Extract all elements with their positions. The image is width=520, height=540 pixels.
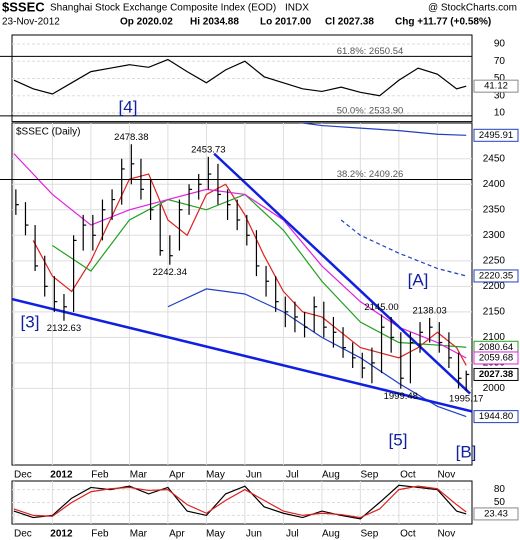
- wave-label: [B]: [456, 442, 477, 461]
- index-name: Shanghai Stock Exchange Composite Index …: [50, 3, 276, 14]
- value-label-box: [473, 507, 519, 521]
- x-tick-label: Oct: [400, 470, 416, 481]
- y-tick-label: 70: [494, 56, 506, 67]
- y-tick-label: 2100: [483, 332, 506, 343]
- y-tick-label: 2200: [483, 281, 506, 292]
- y-tick-label: 50: [494, 497, 506, 508]
- value-label-box: [473, 269, 519, 283]
- low-label: 2132.63: [47, 323, 81, 334]
- level-label: 50.0%: 2533.90: [337, 105, 404, 116]
- exchange: INDX: [285, 3, 309, 14]
- low-label: 2242.34: [153, 267, 187, 278]
- x-tick-label: 2012: [50, 470, 73, 481]
- series-line: [32, 173, 467, 366]
- series-line: [52, 193, 467, 348]
- low-label: 1999.48: [384, 391, 418, 402]
- value-label: 23.43: [484, 508, 508, 519]
- panel-title: $SSEC (Daily): [16, 127, 80, 138]
- series-line: [13, 485, 467, 519]
- y-tick-label: 80: [494, 484, 506, 495]
- y-tick-label: 90: [494, 39, 506, 50]
- value-label-box: [473, 128, 519, 142]
- source: @ StockCharts.com: [428, 3, 517, 14]
- high: Hi 2034.88: [190, 17, 239, 28]
- value-label-box: [473, 410, 519, 424]
- x-tick-label: Jun: [246, 470, 262, 481]
- x-tick-label: May: [206, 470, 225, 481]
- value-label-box: [473, 351, 519, 365]
- x-tick-label: Aug: [322, 529, 340, 540]
- value-label: 2495.91: [479, 130, 513, 141]
- low: Lo 2017.00: [260, 17, 312, 28]
- y-tick-label: 2450: [483, 153, 506, 164]
- x-tick-label: Nov: [437, 470, 455, 481]
- value-label: 2080.64: [479, 342, 513, 353]
- value-label: 2059.68: [479, 352, 513, 363]
- series-line: [13, 484, 467, 520]
- series-line: [298, 123, 467, 136]
- series-line: [13, 58, 467, 97]
- close-label-box: [473, 367, 519, 381]
- y-tick-label: 2150: [483, 307, 506, 318]
- trendline: [213, 152, 471, 395]
- x-tick-label: Nov: [437, 529, 455, 540]
- x-tick-label: Mar: [130, 470, 148, 481]
- date: 23-Nov-2012: [2, 17, 60, 28]
- close-label: 2027.38: [479, 369, 513, 380]
- y-tick-label: 10: [494, 108, 506, 119]
- high-label: 2138.03: [412, 305, 446, 316]
- high-label: 2453.73: [191, 144, 225, 155]
- x-tick-label: May: [206, 529, 225, 540]
- x-tick-label: Apr: [169, 529, 185, 540]
- x-tick-label: Jul: [286, 470, 299, 481]
- value-label: 2220.35: [479, 270, 513, 281]
- high-label: 2145.00: [364, 302, 398, 313]
- y-tick-label: 2250: [483, 255, 506, 266]
- series-line: [340, 219, 467, 277]
- x-tick-label: 2012: [50, 529, 73, 540]
- y-tick-label: 2400: [483, 179, 506, 190]
- x-tick-label: Mar: [130, 529, 148, 540]
- x-tick-label: Apr: [169, 470, 185, 481]
- change: Chg +11.77 (+0.58%): [395, 17, 491, 28]
- value-label-box: [473, 79, 519, 93]
- x-tick-label: Aug: [322, 470, 340, 481]
- x-tick-label: Oct: [400, 529, 416, 540]
- y-tick-label: 30: [494, 90, 506, 101]
- wave-label: [A]: [408, 270, 429, 289]
- plot-area: [12, 123, 472, 418]
- x-tick-label: Feb: [91, 529, 109, 540]
- value-label: 1944.80: [479, 411, 513, 422]
- x-tick-label: Sep: [360, 529, 378, 540]
- y-tick-label: 50: [494, 73, 506, 84]
- wave-label: [4]: [119, 97, 138, 116]
- close: Cl 2027.38: [325, 17, 374, 28]
- x-tick-label: Jul: [286, 529, 299, 540]
- x-tick-label: Feb: [91, 470, 109, 481]
- level-label: 38.2%: 2409.26: [337, 169, 404, 180]
- open: Op 2020.02: [120, 17, 173, 28]
- y-tick-label: 2300: [483, 230, 506, 241]
- trendline: [12, 297, 472, 413]
- high-label: 2478.38: [114, 132, 148, 143]
- x-tick-label: Jun: [246, 529, 262, 540]
- value-label: 41.12: [484, 81, 508, 92]
- level-label: 61.8%: 2650.54: [337, 46, 404, 57]
- x-tick-label: Dec: [14, 470, 32, 481]
- wave-label: [5]: [389, 430, 408, 449]
- x-tick-label: Dec: [14, 529, 32, 540]
- symbol: $SSEC: [2, 0, 45, 14]
- low-label: 1995.17: [449, 393, 483, 404]
- y-tick-label: 2350: [483, 204, 506, 215]
- panel-frame: [11, 122, 473, 466]
- y-tick-label: 2000: [483, 383, 506, 394]
- wave-label: [3]: [21, 312, 40, 331]
- x-tick-label: Sep: [360, 470, 378, 481]
